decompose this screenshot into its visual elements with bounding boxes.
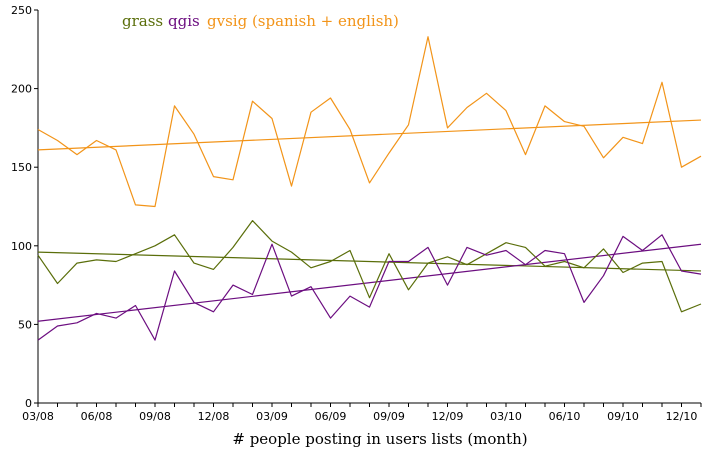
legend-entry-qgis: qgis (168, 12, 200, 30)
x-tick-label: 03/10 (490, 410, 522, 423)
axes: 0 50 100 150 200 250 03/08 06/08 09/08 12/08 03/09… (11, 4, 702, 423)
series-line-qgis (37, 234, 702, 341)
y-tick-label: 200 (11, 83, 32, 96)
series-line-gvsig (37, 36, 702, 208)
series-lines (37, 36, 702, 341)
y-tick-label: 0 (25, 397, 32, 410)
x-tick-label: 06/09 (315, 410, 347, 423)
y-tick-label: 100 (11, 240, 32, 253)
x-tick-label: 09/08 (139, 410, 171, 423)
x-tick-label: 12/10 (666, 410, 698, 423)
x-tick-label: 06/10 (549, 410, 581, 423)
legend-entry-grass: grass (122, 12, 163, 30)
series-line-grass (37, 220, 702, 313)
trendline-qgis (37, 243, 702, 322)
x-tick-label: 03/08 (22, 410, 54, 423)
x-axis-title: # people posting in users lists (month) (232, 430, 527, 448)
y-tick-label: 250 (11, 4, 32, 17)
x-tick-label: 12/09 (432, 410, 464, 423)
legend: grass qgis gvsig (spanish + english) (122, 12, 399, 30)
trendlines (37, 119, 702, 322)
x-tick-label: 12/08 (198, 410, 230, 423)
x-tick-label: 09/09 (373, 410, 405, 423)
trendline-grass (37, 251, 702, 272)
y-tick-label: 150 (11, 161, 32, 174)
x-tick-label: 03/09 (256, 410, 288, 423)
trendline-gvsig (37, 119, 702, 151)
x-tick-label: 06/08 (81, 410, 113, 423)
legend-entry-gvsig: gvsig (spanish + english) (207, 12, 399, 30)
x-tick-label: 09/10 (607, 410, 639, 423)
y-tick-label: 50 (18, 318, 32, 331)
